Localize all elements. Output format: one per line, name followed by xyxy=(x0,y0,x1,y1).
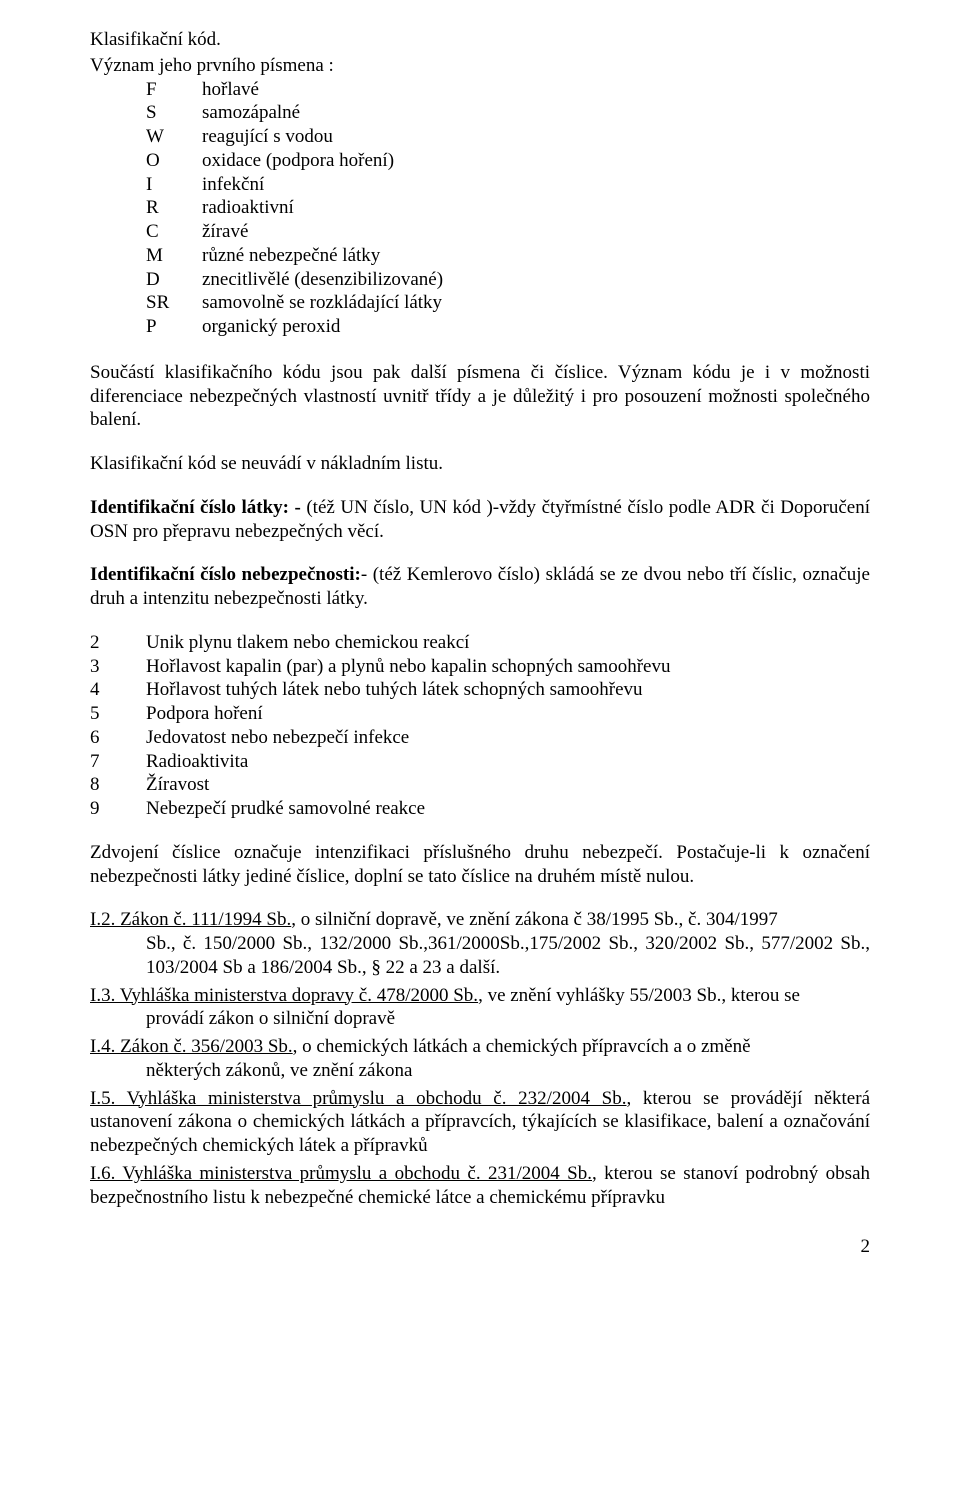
codes-list: FhořlavéSsamozápalnéWreagující s vodouOo… xyxy=(90,78,870,339)
code-key: SR xyxy=(90,291,202,315)
code-value: znecitlivělé (desenzibilizované) xyxy=(202,268,870,292)
ref-i4-cont: některých zákonů, ve znění zákona xyxy=(90,1059,870,1083)
digit-desc: Radioaktivita xyxy=(146,750,870,774)
code-value: radioaktivní xyxy=(202,196,870,220)
code-value: samovolně se rozkládající látky xyxy=(202,291,870,315)
code-key: M xyxy=(90,244,202,268)
digit-desc: Hořlavost tuhých látek nebo tuhých látek… xyxy=(146,678,870,702)
para3-bold: Identifikační číslo látky: - xyxy=(90,497,306,518)
digit-row: 3Hořlavost kapalin (par) a plynů nebo ka… xyxy=(90,655,870,679)
ref-i3-cont: provádí zákon o silniční dopravě xyxy=(90,1007,870,1031)
digit-row: 6Jedovatost nebo nebezpečí infekce xyxy=(90,726,870,750)
code-value: hořlavé xyxy=(202,78,870,102)
title-line: Klasifikační kód. xyxy=(90,28,870,52)
digit-row: 4Hořlavost tuhých látek nebo tuhých láte… xyxy=(90,678,870,702)
ref-i5-head: I.5. Vyhláška ministerstva průmyslu a ob… xyxy=(90,1088,626,1109)
code-key: W xyxy=(90,125,202,149)
digit-number: 7 xyxy=(90,750,146,774)
code-row: Iinfekční xyxy=(90,173,870,197)
digit-number: 2 xyxy=(90,631,146,655)
code-value: samozápalné xyxy=(202,101,870,125)
digit-row: 7Radioaktivita xyxy=(90,750,870,774)
digit-number: 4 xyxy=(90,678,146,702)
digit-desc: Jedovatost nebo nebezpečí infekce xyxy=(146,726,870,750)
ref-i3-head: I.3. Vyhláška ministerstva dopravy č. 47… xyxy=(90,985,478,1006)
code-row: Ssamozápalné xyxy=(90,101,870,125)
ref-i4: I.4. Zákon č. 356/2003 Sb., o chemických… xyxy=(90,1035,870,1083)
code-key: D xyxy=(90,268,202,292)
code-value: organický peroxid xyxy=(202,315,870,339)
ref-i6: I.6. Vyhláška ministerstva průmyslu a ob… xyxy=(90,1162,870,1210)
ref-i2-tail: , o silniční dopravě, ve znění zákona č … xyxy=(291,909,778,930)
digit-row: 2Unik plynu tlakem nebo chemickou reakcí xyxy=(90,631,870,655)
code-value: infekční xyxy=(202,173,870,197)
code-key: I xyxy=(90,173,202,197)
code-row: Fhořlavé xyxy=(90,78,870,102)
ref-i2-head: I.2. Zákon č. 111/1994 Sb. xyxy=(90,909,291,930)
digit-number: 8 xyxy=(90,773,146,797)
digit-number: 9 xyxy=(90,797,146,821)
ref-i6-head: I.6. Vyhláška ministerstva průmyslu a ob… xyxy=(90,1163,592,1184)
digit-desc: Nebezpečí prudké samovolné reakce xyxy=(146,797,870,821)
code-key: S xyxy=(90,101,202,125)
intro-line: Význam jeho prvního písmena : xyxy=(90,54,870,78)
ref-i2: I.2. Zákon č. 111/1994 Sb., o silniční d… xyxy=(90,908,870,979)
paragraph-5: Zdvojení číslice označuje intenzifikaci … xyxy=(90,841,870,889)
code-row: Ooxidace (podpora hoření) xyxy=(90,149,870,173)
code-row: SRsamovolně se rozkládající látky xyxy=(90,291,870,315)
para4-bold: Identifikační číslo nebezpečnosti: xyxy=(90,564,361,585)
digit-desc: Podpora hoření xyxy=(146,702,870,726)
digit-row: 8Žíravost xyxy=(90,773,870,797)
digit-row: 5Podpora hoření xyxy=(90,702,870,726)
ref-i3-tail: , ve znění vyhlášky 55/2003 Sb., kterou … xyxy=(478,985,800,1006)
code-value: reagující s vodou xyxy=(202,125,870,149)
code-row: Cžíravé xyxy=(90,220,870,244)
ref-i4-tail: , o chemických látkách a chemických příp… xyxy=(293,1036,751,1057)
page-number: 2 xyxy=(90,1235,870,1259)
digit-row: 9Nebezpečí prudké samovolné reakce xyxy=(90,797,870,821)
code-row: Dznecitlivělé (desenzibilizované) xyxy=(90,268,870,292)
code-key: P xyxy=(90,315,202,339)
code-row: Mrůzné nebezpečné látky xyxy=(90,244,870,268)
digits-list: 2Unik plynu tlakem nebo chemickou reakcí… xyxy=(90,631,870,821)
paragraph-4: Identifikační číslo nebezpečnosti:- (též… xyxy=(90,563,870,611)
digit-number: 3 xyxy=(90,655,146,679)
digit-desc: Unik plynu tlakem nebo chemickou reakcí xyxy=(146,631,870,655)
title-text: Klasifikační kód. xyxy=(90,29,221,50)
digit-desc: Žíravost xyxy=(146,773,870,797)
paragraph-1: Součástí klasifikačního kódu jsou pak da… xyxy=(90,361,870,432)
code-key: F xyxy=(90,78,202,102)
code-value: žíravé xyxy=(202,220,870,244)
digit-number: 6 xyxy=(90,726,146,750)
ref-i3: I.3. Vyhláška ministerstva dopravy č. 47… xyxy=(90,984,870,1032)
code-key: R xyxy=(90,196,202,220)
digit-desc: Hořlavost kapalin (par) a plynů nebo kap… xyxy=(146,655,870,679)
code-row: Wreagující s vodou xyxy=(90,125,870,149)
ref-i2-cont: Sb., č. 150/2000 Sb., 132/2000 Sb.,361/2… xyxy=(90,932,870,980)
code-value: oxidace (podpora hoření) xyxy=(202,149,870,173)
paragraph-2: Klasifikační kód se neuvádí v nákladním … xyxy=(90,452,870,476)
code-row: Porganický peroxid xyxy=(90,315,870,339)
code-key: C xyxy=(90,220,202,244)
ref-i5: I.5. Vyhláška ministerstva průmyslu a ob… xyxy=(90,1087,870,1158)
code-row: Rradioaktivní xyxy=(90,196,870,220)
code-key: O xyxy=(90,149,202,173)
ref-i4-head: I.4. Zákon č. 356/2003 Sb. xyxy=(90,1036,293,1057)
paragraph-3: Identifikační číslo látky: - (též UN čís… xyxy=(90,496,870,544)
digit-number: 5 xyxy=(90,702,146,726)
code-value: různé nebezpečné látky xyxy=(202,244,870,268)
